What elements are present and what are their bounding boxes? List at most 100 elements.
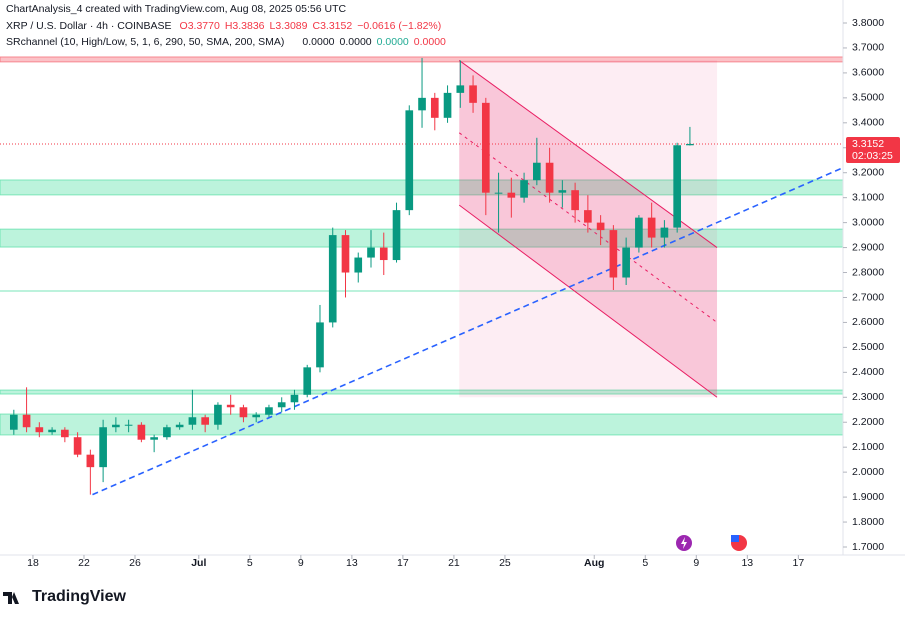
event-icon-glyph [681,537,687,549]
x-tick-label: 9 [298,557,304,569]
trendline [92,166,844,496]
y-tick-label: 1.8000 [852,516,884,528]
y-tick-label: 3.8000 [852,17,884,29]
legend-text: H3.3836 [225,20,265,32]
x-tick-label: 18 [27,557,39,569]
candle-body [673,145,681,228]
candle-body [124,424,133,426]
candle-body [533,162,541,181]
candle-body [456,85,465,93]
candle-body [481,102,490,193]
x-tick-label: 17 [397,557,409,569]
y-tick-label: 1.7000 [852,541,884,553]
x-tick-label: Jul [191,557,206,569]
candle-body [341,235,350,273]
candle-body [545,162,554,193]
y-tick-label: 2.9000 [852,241,884,253]
x-tick-label: 21 [448,557,460,569]
candle-body [214,404,222,425]
candle-body [252,414,261,418]
candle-body [494,192,503,194]
candle-body [188,417,197,425]
legend-text: O3.3770 [180,20,220,32]
y-tick-label: 2.1000 [852,441,884,453]
candle-body [558,190,567,193]
sr-zone [0,413,844,436]
candle-body [635,217,643,248]
legend-text: 0.0000 [340,36,372,48]
candle-body [86,454,95,468]
x-tick-label: Aug [584,557,604,569]
candle-body [520,180,528,198]
legend-text: SRchannel (10, High/Low, 5, 1, 6, 290, 5… [6,36,284,48]
candle-body [609,230,618,278]
y-tick-label: 3.6000 [852,67,884,79]
y-tick-label: 3.2000 [852,166,884,178]
legend-text: 0.0000 [414,36,446,48]
candle-body [507,192,516,198]
logo-mark [3,592,19,604]
x-tick-label: 5 [642,557,648,569]
y-tick-label: 2.2000 [852,416,884,428]
candle-body [73,437,82,455]
y-tick-label: 2.4000 [852,366,884,378]
candle-body [201,417,209,425]
candle-body [277,402,286,408]
legend-text: −0.0616 (−1.82%) [357,20,441,32]
candle-body [61,429,69,438]
x-tick-label: 5 [247,557,253,569]
candle-body [418,97,426,111]
candle-body [328,235,337,323]
candle-body [175,424,184,428]
y-tick-label: 3.4000 [852,117,884,129]
candle-body [22,414,31,428]
candle-body [303,367,312,395]
channel-line [458,204,718,398]
legend-text: 0.0000 [377,36,409,48]
y-tick-label: 3.5000 [852,92,884,104]
candle-body [9,414,18,430]
x-tick-label: 17 [793,557,805,569]
price-label-box [846,136,900,163]
legend-text: C3.3152 [313,20,353,32]
header: ChartAnalysis_4 created with TradingView… [6,3,346,15]
y-tick-label: 3.0000 [852,216,884,228]
x-tick-label: 25 [499,557,511,569]
candle-body [112,424,120,428]
candle-body [379,247,388,261]
candle-body [48,429,56,433]
candle-body [686,143,694,146]
y-tick-label: 2.6000 [852,316,884,328]
candle-body [443,92,452,118]
candle-body [354,257,363,273]
channel-mid [458,132,718,323]
candle-body [367,247,375,258]
candle-body [622,247,630,278]
candle-body [647,217,656,238]
candle-body [405,110,414,211]
us-flag-canton [731,535,739,542]
candle-body [469,85,477,103]
y-tick-label: 1.9000 [852,491,884,503]
x-tick-label: 22 [78,557,90,569]
candle-body [290,394,299,403]
candle-body [392,210,401,261]
candle-body [265,407,273,415]
y-tick-label: 2.5000 [852,341,884,353]
y-tick-label: 2.8000 [852,266,884,278]
candle-body [660,227,669,238]
logo: TradingView [32,588,127,605]
candle-body [163,427,171,438]
y-tick-label: 3.7000 [852,42,884,54]
countdown: 02:03:25 [852,150,893,162]
y-tick-label: 3.1000 [852,191,884,203]
y-tick-label: 2.7000 [852,291,884,303]
candle-body [99,427,107,468]
candle-body [137,424,146,440]
x-tick-label: 13 [741,557,753,569]
y-tick-label: 2.3000 [852,391,884,403]
candle-body [226,404,235,408]
legend-text: 0.0000 [302,36,334,48]
